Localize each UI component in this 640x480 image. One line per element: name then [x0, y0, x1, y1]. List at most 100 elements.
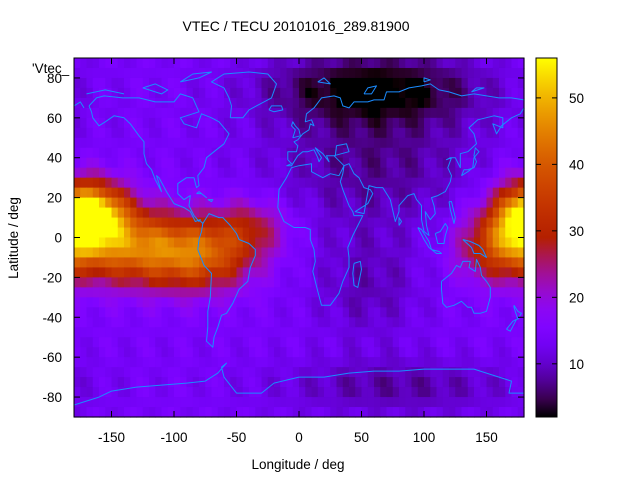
heatmap-cell [280, 277, 288, 288]
heatmap-cell [292, 147, 300, 159]
heatmap-cell [355, 117, 363, 129]
heatmap-cell [130, 117, 138, 129]
heatmap-cell [186, 157, 194, 169]
heatmap-cell [386, 187, 394, 199]
heatmap-cell [367, 267, 375, 278]
heatmap-cell [211, 67, 219, 79]
heatmap-cell [267, 87, 275, 99]
heatmap-cell [205, 387, 213, 398]
heatmap-cell [449, 287, 456, 298]
heatmap-cell [211, 327, 219, 338]
heatmap-cell [124, 407, 131, 418]
heatmap-cell [255, 367, 263, 378]
heatmap-cell [217, 357, 225, 368]
heatmap-cell [386, 407, 394, 418]
heatmap-cell [217, 287, 225, 298]
heatmap-cell [474, 257, 481, 269]
heatmap-cell [517, 407, 525, 418]
heatmap-cell [442, 237, 450, 249]
heatmap-cell [405, 58, 413, 69]
heatmap-cell [142, 187, 150, 199]
heatmap-cell [411, 357, 419, 368]
heatmap-cell [292, 287, 300, 298]
coastline [196, 191, 207, 199]
heatmap-cell [99, 237, 106, 249]
heatmap-cell [411, 407, 419, 418]
heatmap-cell [174, 107, 181, 119]
heatmap-cell [86, 67, 94, 79]
heatmap-cell [342, 297, 350, 308]
heatmap-cell [86, 58, 94, 69]
heatmap-cell [455, 407, 463, 418]
heatmap-cell [142, 297, 150, 308]
heatmap-cell [442, 217, 450, 229]
heatmap-cell [255, 327, 263, 338]
heatmap-cell [324, 397, 331, 408]
heatmap-cell [405, 97, 413, 109]
heatmap-cell [236, 77, 244, 89]
heatmap-cell [149, 157, 156, 169]
heatmap-cell [180, 307, 188, 318]
heatmap-cell [267, 237, 275, 249]
heatmap-cell [205, 337, 213, 348]
heatmap-cell [330, 117, 338, 129]
heatmap-cell [517, 257, 525, 269]
heatmap-cell [117, 377, 125, 388]
heatmap-cell [517, 377, 525, 388]
heatmap-cell [417, 58, 425, 69]
heatmap-cell [224, 267, 231, 278]
x-tick-label: -50 [227, 430, 247, 445]
heatmap-cell [330, 367, 338, 378]
heatmap-cell [230, 297, 238, 308]
heatmap-cell [342, 58, 350, 69]
heatmap-cell [499, 107, 506, 119]
heatmap-cell [480, 127, 488, 139]
heatmap-cell [305, 347, 313, 358]
heatmap-cell [417, 387, 425, 398]
heatmap-cell [80, 277, 88, 288]
heatmap-cell [442, 367, 450, 378]
heatmap-cell [367, 147, 375, 159]
heatmap-cell [330, 377, 338, 388]
heatmap-cell [286, 97, 294, 109]
heatmap-cell [105, 357, 113, 368]
heatmap-cell [324, 187, 331, 199]
heatmap-cell [442, 107, 450, 119]
heatmap-cell [280, 297, 288, 308]
heatmap-cell [449, 317, 456, 328]
heatmap-cell [267, 337, 275, 348]
heatmap-cell [217, 187, 225, 199]
heatmap-cell [230, 157, 238, 169]
heatmap-cell [486, 187, 494, 199]
heatmap-cell [386, 177, 394, 189]
heatmap-cell [361, 117, 369, 129]
heatmap-cell [224, 287, 231, 298]
heatmap-cell [261, 147, 269, 159]
heatmap-cell [355, 317, 363, 328]
heatmap-cell [236, 127, 244, 139]
heatmap-cell [499, 127, 506, 139]
y-tick-label: -40 [42, 310, 62, 325]
heatmap-cell [174, 97, 181, 109]
heatmap-cell [274, 407, 281, 418]
heatmap-cell [86, 287, 94, 298]
heatmap-cell [305, 257, 313, 269]
heatmap-cell [136, 257, 144, 269]
heatmap-cell [324, 197, 331, 209]
heatmap-cell [86, 237, 94, 249]
heatmap-cell [442, 327, 450, 338]
heatmap-cell [174, 227, 181, 239]
heatmap-cell [86, 297, 94, 308]
heatmap-cell [336, 207, 344, 219]
heatmap-cell [192, 357, 200, 368]
heatmap-cell [461, 137, 469, 149]
heatmap-cell [286, 187, 294, 199]
heatmap-cell [142, 87, 150, 99]
heatmap-cell [324, 177, 331, 189]
heatmap-cell [136, 367, 144, 378]
heatmap-cell [305, 387, 313, 398]
heatmap-cell [449, 217, 456, 229]
heatmap-cell [474, 307, 481, 318]
heatmap-cell [511, 197, 519, 209]
heatmap-cell [111, 357, 119, 368]
